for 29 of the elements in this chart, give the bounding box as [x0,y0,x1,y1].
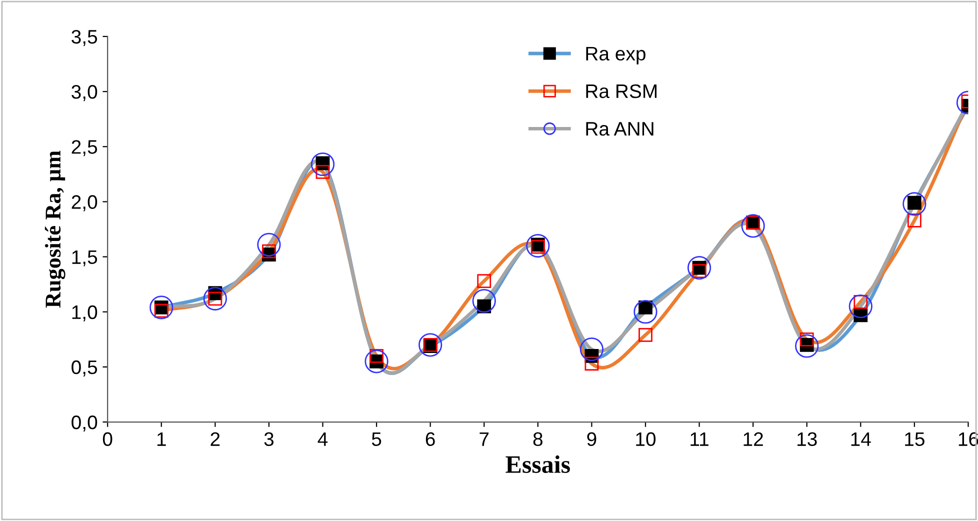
x-tick-label: 3 [264,432,274,446]
x-tick-label: 5 [372,432,382,446]
x-tick-label: 4 [318,432,328,446]
x-tick-label: 7 [480,432,489,446]
x-axis-title: Essais [506,455,570,474]
y-tick-label: 3,0 [72,85,98,102]
legend-label: Ra exp [586,46,646,64]
x-tick-label: 15 [905,432,924,446]
x-tick-label: 10 [636,432,656,446]
y-tick-label: 0,5 [72,360,98,376]
x-tick-label: 1 [157,432,166,446]
x-tick-label: 6 [426,432,435,446]
x-tick-label: 12 [744,432,763,446]
x-tick-label: 13 [798,432,817,446]
x-tick-label: 8 [533,432,542,446]
y-tick-label: 2,0 [72,195,98,212]
y-tick-label: 1,0 [72,305,98,322]
x-tick-label: 9 [587,432,596,446]
x-tick-label: 2 [210,432,220,446]
y-axis-title: Rugosité Ra, µm [44,150,66,308]
y-tick-label: 0,0 [72,415,98,432]
x-tick-label: 14 [851,432,871,446]
x-tick-label: 0 [102,432,112,446]
x-tick-label: 11 [690,432,708,446]
legend-label: Ra ANN [586,122,654,136]
y-tick-label: 3,5 [72,30,98,46]
y-tick-label: 2,5 [72,140,98,156]
legend-label: Ra RSM [586,84,657,98]
y-tick-label: 1,5 [72,250,98,266]
